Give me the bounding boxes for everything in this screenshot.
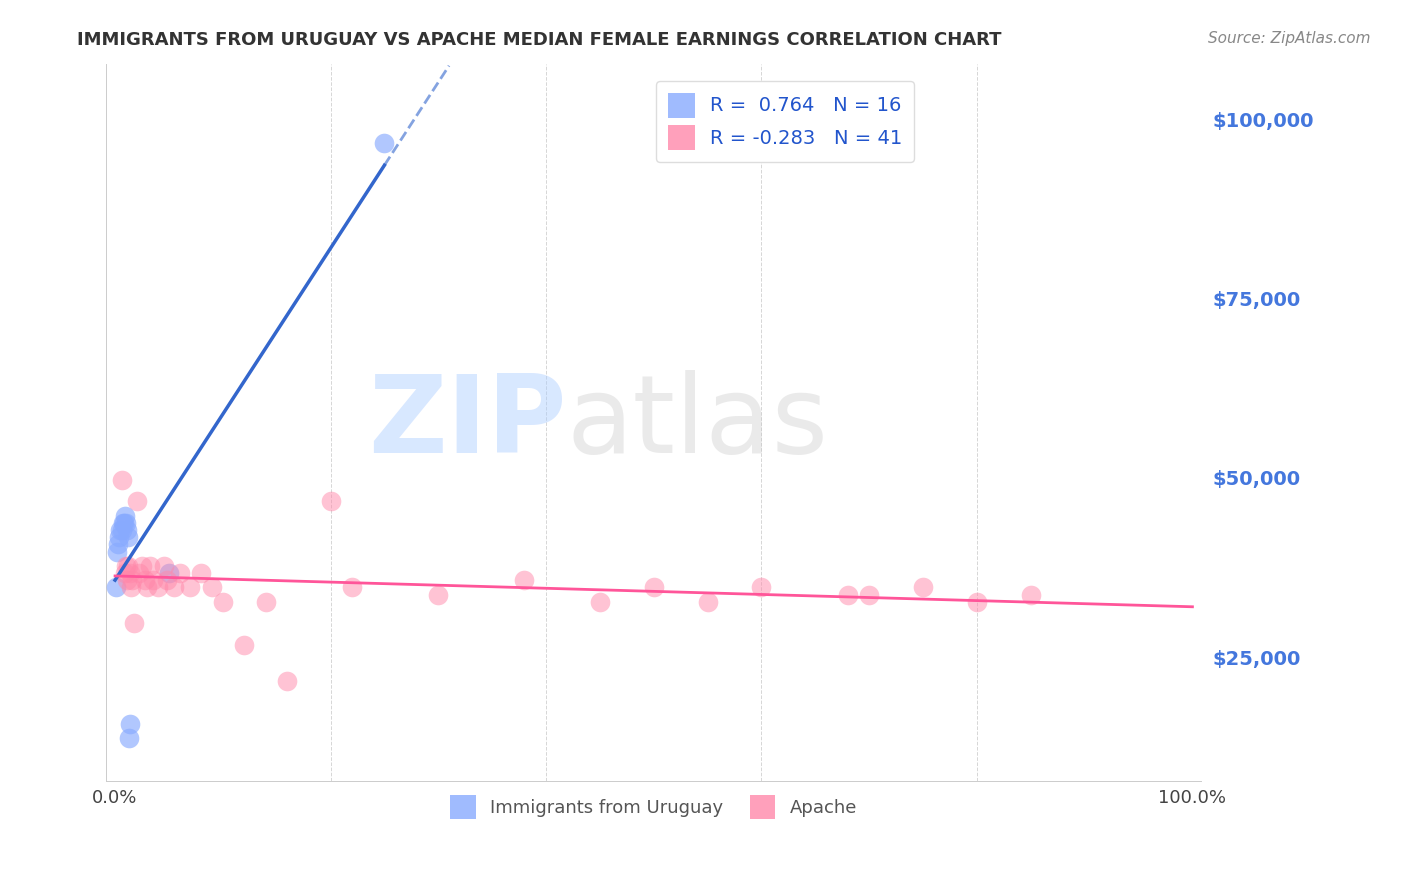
Point [858, 588, 880, 602]
Point [120, 716, 142, 731]
Point [163, 581, 186, 595]
Point [131, 558, 153, 573]
Point [112, 516, 135, 530]
Point [373, 136, 395, 150]
Point [114, 516, 136, 530]
Point [254, 595, 277, 609]
Point [146, 581, 169, 595]
Point [136, 581, 159, 595]
Text: atlas: atlas [567, 369, 828, 475]
Text: $100,000: $100,000 [1212, 112, 1313, 131]
Point [696, 595, 718, 609]
Legend: Immigrants from Uruguay, Apache: Immigrants from Uruguay, Apache [443, 789, 865, 826]
Point [118, 731, 141, 745]
Point [110, 523, 132, 537]
Point [211, 595, 233, 609]
Point [589, 595, 612, 609]
Point [105, 544, 128, 558]
Point [513, 574, 536, 588]
Point [643, 581, 665, 595]
Point [125, 494, 148, 508]
Text: $50,000: $50,000 [1212, 470, 1301, 490]
Point [751, 581, 773, 595]
Point [1019, 588, 1042, 602]
Point [152, 558, 174, 573]
Point [169, 566, 191, 580]
Point [912, 581, 935, 595]
Point [142, 574, 165, 588]
Point [108, 530, 131, 544]
Point [179, 581, 201, 595]
Text: $75,000: $75,000 [1212, 291, 1301, 310]
Point [111, 516, 134, 530]
Text: ZIP: ZIP [368, 369, 567, 475]
Text: $25,000: $25,000 [1212, 649, 1301, 669]
Point [138, 558, 160, 573]
Point [966, 595, 988, 609]
Point [117, 530, 139, 544]
Point [124, 616, 146, 631]
Point [233, 638, 256, 652]
Point [114, 558, 136, 573]
Point [115, 574, 138, 588]
Point [134, 574, 156, 588]
Point [156, 574, 179, 588]
Point [427, 588, 450, 602]
Point [115, 523, 138, 537]
Text: Source: ZipAtlas.com: Source: ZipAtlas.com [1208, 31, 1371, 46]
Point [121, 574, 143, 588]
Point [340, 581, 363, 595]
Point [128, 566, 150, 580]
Text: IMMIGRANTS FROM URUGUAY VS APACHE MEDIAN FEMALE EARNINGS CORRELATION CHART: IMMIGRANTS FROM URUGUAY VS APACHE MEDIAN… [77, 31, 1002, 49]
Point [319, 494, 342, 508]
Point [117, 558, 139, 573]
Point [201, 581, 224, 595]
Point [190, 566, 212, 580]
Point [114, 508, 136, 523]
Point [107, 537, 129, 551]
Point [120, 566, 142, 580]
Point [276, 673, 298, 688]
Point [837, 588, 859, 602]
Point [105, 581, 128, 595]
Point [157, 566, 180, 580]
Point [114, 566, 136, 580]
Point [110, 473, 132, 487]
Point [110, 523, 132, 537]
Point [120, 581, 142, 595]
